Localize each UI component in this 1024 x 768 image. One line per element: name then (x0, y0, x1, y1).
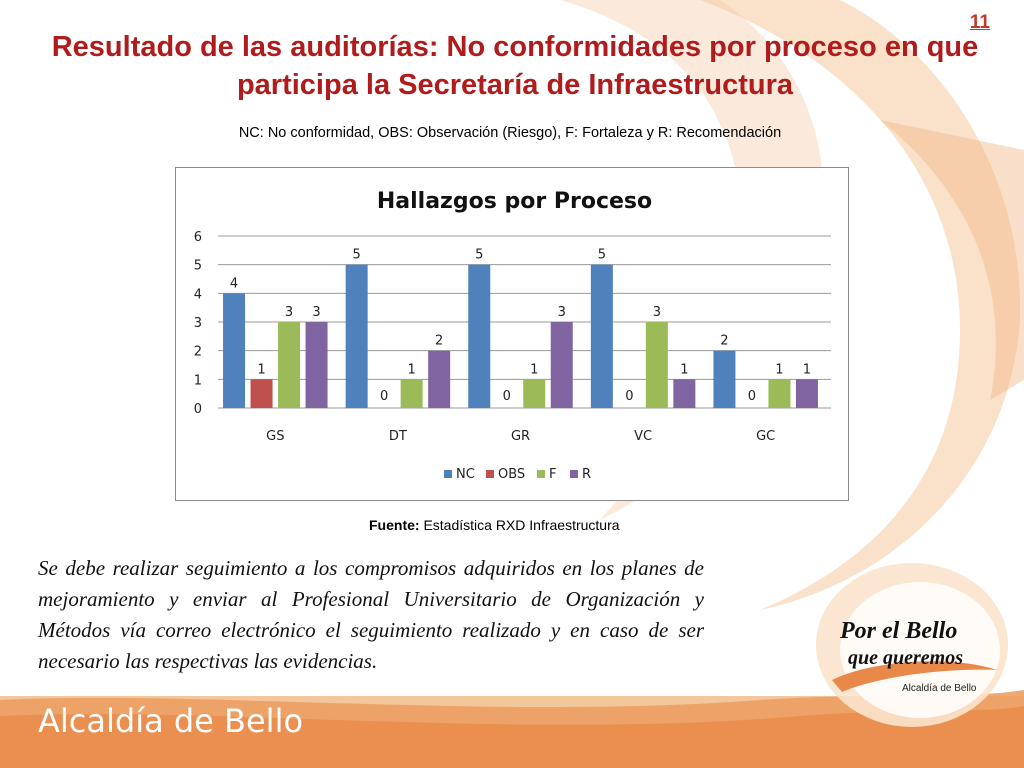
bar-chart: Hallazgos por Proceso 0 1 2 3 4 5 6 4 1 3 3 GS 5 0 1 2 DT… (194, 189, 831, 482)
bar-f-vc (645, 322, 668, 408)
data-label: 5 (353, 248, 361, 263)
bar-r-dt (428, 350, 451, 408)
footer-brand: Alcaldía de Bello (38, 702, 304, 740)
legend-swatch-obs (486, 470, 494, 478)
source-label: Fuente: (369, 517, 420, 533)
data-label: 1 (803, 362, 811, 377)
data-label: 1 (680, 362, 688, 377)
legend-swatch-nc (444, 470, 452, 478)
y-tick-label: 1 (194, 373, 202, 388)
data-label: 1 (257, 362, 265, 377)
chart-frame: Hallazgos por Proceso 0 1 2 3 4 5 6 4 1 3 3 GS 5 0 1 2 DT… (175, 167, 849, 501)
x-tick-label: GS (266, 429, 284, 444)
bar-f-gr (523, 379, 546, 408)
data-label: 3 (653, 305, 661, 320)
data-label: 0 (625, 389, 633, 404)
data-label: 2 (435, 334, 443, 349)
data-label: 3 (312, 305, 320, 320)
bar-r-gr (550, 322, 573, 408)
data-label: 5 (475, 248, 483, 263)
badge-line2: que queremos (848, 647, 963, 669)
bar-nc-gr (468, 264, 491, 408)
data-label: 5 (598, 248, 606, 263)
bar-f-dt (400, 379, 423, 408)
x-tick-label: DT (389, 429, 407, 444)
y-tick-label: 2 (194, 345, 202, 360)
body-paragraph: Se debe realizar seguimiento a los compr… (38, 556, 704, 673)
data-label: 1 (530, 362, 538, 377)
chart-title: Hallazgos por Proceso (377, 189, 652, 214)
legend-swatch-f (537, 470, 545, 478)
slide-number: 11 (969, 12, 990, 33)
badge-line1: Por el Bello (839, 618, 957, 644)
bar-r-gs (305, 322, 328, 408)
legend-label: OBS (498, 467, 525, 482)
page-title: Resultado de las auditorías: No conformi… (51, 31, 979, 101)
x-tick-label: GC (756, 429, 775, 444)
legend-label: R (582, 467, 591, 482)
data-label: 0 (503, 389, 511, 404)
bar-r-gc (795, 379, 818, 408)
legend-label: NC (456, 467, 475, 482)
bar-obs-gs (250, 379, 273, 408)
bar-nc-gc (713, 350, 736, 408)
data-label: 1 (408, 362, 416, 377)
y-tick-label: 4 (194, 287, 202, 302)
bar-nc-dt (345, 264, 368, 408)
data-label: 1 (775, 362, 783, 377)
data-label: 0 (748, 389, 756, 404)
bar-nc-gs (223, 293, 246, 408)
y-tick-label: 3 (194, 316, 202, 331)
data-label: 3 (285, 305, 293, 320)
y-tick-label: 0 (194, 402, 202, 417)
y-tick-label: 5 (194, 259, 202, 274)
data-label: 3 (558, 305, 566, 320)
source-note: Fuente: Estadística RXD Infraestructura (369, 517, 620, 533)
data-label: 4 (230, 276, 238, 291)
bar-r-vc (673, 379, 696, 408)
source-text: Estadística RXD Infraestructura (423, 517, 620, 533)
legend-description: NC: No conformidad, OBS: Observación (Ri… (238, 125, 782, 141)
data-label: 2 (720, 334, 728, 349)
bar-nc-vc (590, 264, 613, 408)
campaign-badge: Por el Bello que queremos Alcaldía de Be… (816, 563, 1008, 727)
y-tick-label: 6 (194, 230, 202, 245)
legend-label: F (549, 467, 556, 482)
bar-f-gs (278, 322, 301, 408)
data-label: 0 (380, 389, 388, 404)
x-tick-label: GR (511, 429, 530, 444)
bar-f-gc (768, 379, 791, 408)
x-tick-label: VC (634, 429, 652, 444)
legend-swatch-r (570, 470, 578, 478)
badge-line3: Alcaldía de Bello (902, 683, 977, 694)
